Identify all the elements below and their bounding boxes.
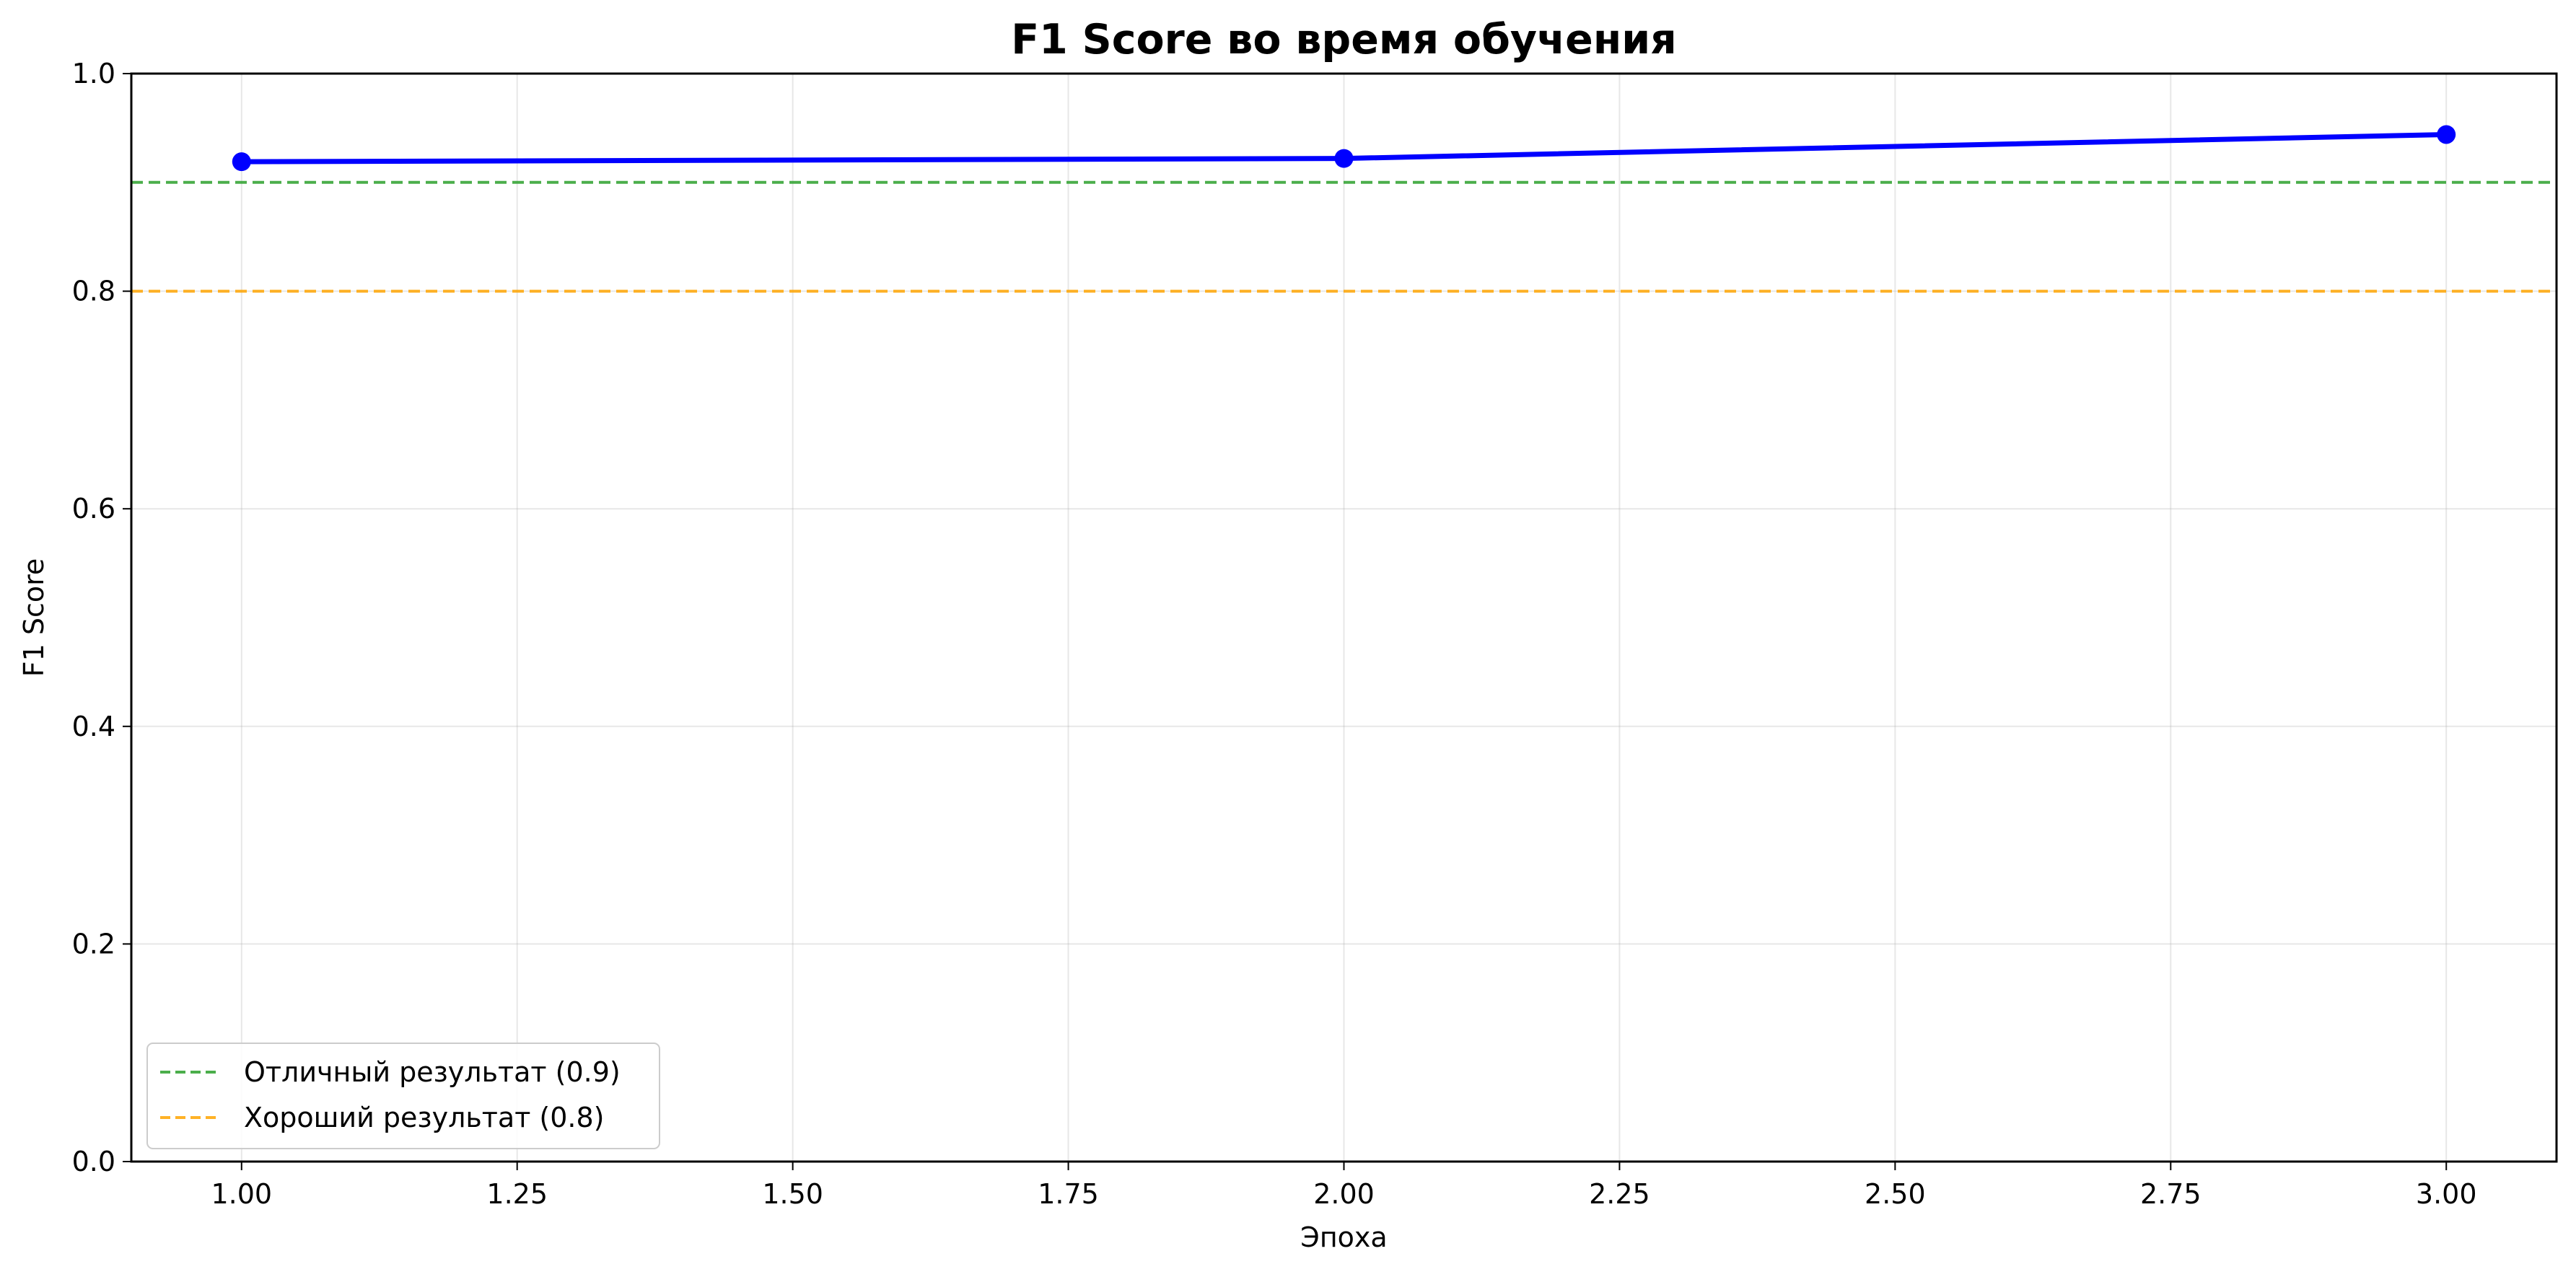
x-tick-label: 2.25 [1589, 1178, 1650, 1210]
reference-lines [131, 180, 2557, 293]
x-tick-label: 2.50 [1865, 1178, 1926, 1210]
x-axis-label: Эпоха [1300, 1221, 1387, 1253]
y-tick-label: 0.2 [72, 928, 115, 960]
y-tick-label: 0.4 [72, 711, 115, 742]
data-point [1334, 149, 1354, 168]
legend: Отличный результат (0.9) Хороший результ… [146, 1043, 660, 1149]
x-tick-label: 3.00 [2416, 1178, 2477, 1210]
data-point [2437, 125, 2456, 144]
y-axis-label: F1 Score [18, 558, 50, 677]
x-tick-label: 2.75 [2140, 1178, 2202, 1210]
y-tick-label: 0.6 [72, 493, 115, 525]
data-point [232, 152, 251, 172]
y-tick-label: 0.8 [72, 276, 115, 307]
y-tick-label: 1.0 [72, 58, 115, 89]
legend-box [146, 1043, 660, 1149]
legend-label-excellent: Отличный результат (0.9) [244, 1056, 621, 1088]
chart-title: F1 Score во время обучения [1011, 16, 1677, 63]
x-tick-label: 1.00 [211, 1178, 272, 1210]
grid [131, 73, 2557, 1162]
x-tick-label: 1.25 [486, 1178, 548, 1210]
y-tick-label: 0.0 [72, 1146, 115, 1177]
legend-label-good: Хороший результат (0.8) [244, 1102, 605, 1133]
x-tick-label: 1.75 [1038, 1178, 1099, 1210]
ticks: 1.00 1.25 1.50 1.75 2.00 2.25 2.50 2.75 3.00 0.0 0… [72, 58, 2477, 1210]
x-tick-label: 1.50 [762, 1178, 823, 1210]
series [232, 125, 2456, 172]
x-tick-label: 2.00 [1313, 1178, 1375, 1210]
